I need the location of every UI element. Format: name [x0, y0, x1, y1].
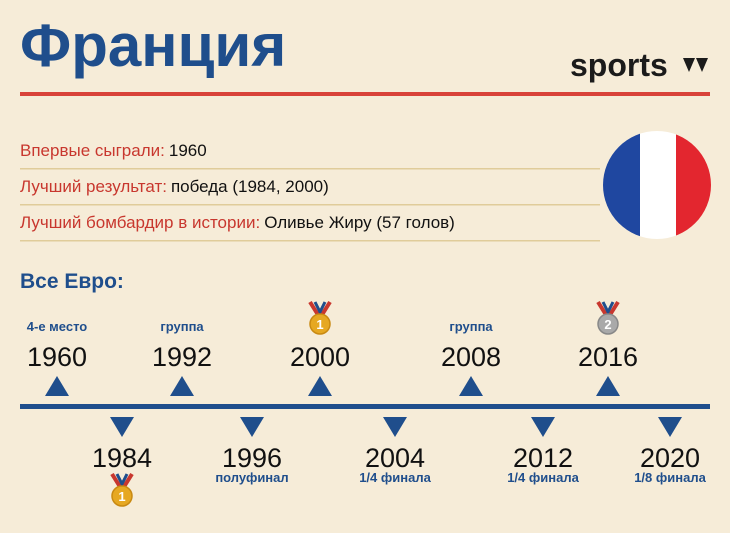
year: 2004	[365, 443, 425, 473]
result: 4-е место	[27, 319, 88, 334]
logo-mark	[683, 58, 708, 72]
section-title: Все Евро:	[20, 270, 124, 293]
result: полуфинал	[215, 470, 288, 485]
fact: Лучший бомбардир в истории: Оливье Жиру (…	[20, 213, 455, 232]
fact: Лучший результат: победа (1984, 2000)	[20, 177, 329, 196]
header-rule	[20, 92, 710, 96]
fact-label: Лучший результат:	[20, 177, 167, 196]
result: группа	[449, 319, 493, 334]
fact-rule	[20, 168, 600, 170]
marker-down	[658, 417, 682, 437]
result: 1/4 финала	[359, 470, 431, 485]
marker-up	[45, 376, 69, 396]
result: группа	[160, 319, 204, 334]
fact: Впервые сыграли: 1960	[20, 141, 207, 160]
result: 1/8 финала	[634, 470, 706, 485]
fact-value: победа (1984, 2000)	[171, 177, 329, 196]
marker-up	[596, 376, 620, 396]
marker-down	[383, 417, 407, 437]
medal-number: 1	[118, 489, 125, 504]
timeline-axis	[20, 404, 710, 409]
fact-label: Лучший бомбардир в истории:	[20, 213, 260, 232]
medal-number: 1	[316, 317, 323, 332]
fact-rule	[20, 240, 600, 242]
year: 1992	[152, 342, 212, 372]
marker-down	[240, 417, 264, 437]
fact-value: 1960	[169, 141, 207, 160]
year: 2020	[640, 443, 700, 473]
fact-label: Впервые сыграли:	[20, 141, 165, 160]
marker-down	[531, 417, 555, 437]
logo: sports	[570, 47, 668, 83]
marker-down	[110, 417, 134, 437]
fact-value: Оливье Жиру (57 голов)	[264, 213, 455, 232]
medal	[597, 313, 619, 335]
year: 2016	[578, 342, 638, 372]
year: 2008	[441, 342, 501, 372]
medal-number: 2	[604, 317, 611, 332]
year: 1960	[27, 342, 87, 372]
medal-ribbon	[115, 473, 129, 488]
year: 1984	[92, 443, 152, 473]
marker-up	[459, 376, 483, 396]
year: 1996	[222, 443, 282, 473]
year: 2012	[513, 443, 573, 473]
result: 1/4 финала	[507, 470, 579, 485]
title: Франция	[20, 12, 286, 79]
medal-ribbon	[313, 301, 327, 316]
year: 2000	[290, 342, 350, 372]
marker-up	[170, 376, 194, 396]
medal	[111, 485, 133, 507]
fact-rule	[20, 204, 600, 206]
marker-up	[308, 376, 332, 396]
medal	[309, 313, 331, 335]
medal-ribbon	[601, 301, 615, 316]
